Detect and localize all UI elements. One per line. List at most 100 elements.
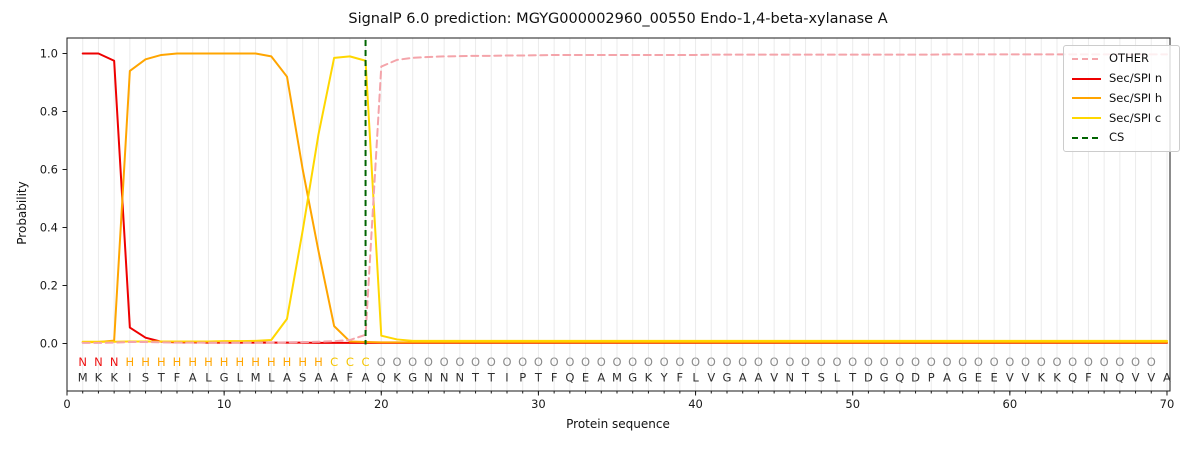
region-letter: O bbox=[1100, 355, 1109, 369]
region-letter: O bbox=[1131, 355, 1140, 369]
residue-letter: K bbox=[1053, 371, 1061, 385]
x-axis-label: Protein sequence bbox=[566, 417, 670, 431]
region-letter: O bbox=[408, 355, 417, 369]
residue-letter: A bbox=[189, 371, 197, 385]
y-tick-label: 0.4 bbox=[40, 221, 58, 235]
region-letter: O bbox=[754, 355, 763, 369]
region-letter: O bbox=[832, 355, 841, 369]
region-letter: O bbox=[675, 355, 684, 369]
series-line-sec-spi-c bbox=[81, 55, 1168, 343]
region-letter: H bbox=[157, 355, 166, 369]
residue-letter: P bbox=[519, 371, 526, 385]
region-letter: O bbox=[628, 355, 637, 369]
residue-letter: V bbox=[1006, 371, 1014, 385]
residue-letter: F bbox=[551, 371, 558, 385]
legend-line-swatch bbox=[1072, 77, 1101, 80]
region-letter: O bbox=[691, 355, 700, 369]
residue-letter: A bbox=[597, 371, 605, 385]
residue-letter: K bbox=[110, 371, 118, 385]
residue-letter: T bbox=[534, 371, 543, 385]
residue-letter: Q bbox=[565, 371, 574, 385]
region-letter: H bbox=[298, 355, 307, 369]
residue-letter: A bbox=[943, 371, 951, 385]
residue-letter: E bbox=[582, 371, 589, 385]
region-letter: O bbox=[660, 355, 669, 369]
region-letter: O bbox=[392, 355, 401, 369]
x-tick-label: 20 bbox=[374, 397, 389, 411]
legend-label: Sec/SPI n bbox=[1109, 70, 1163, 85]
region-letter: O bbox=[911, 355, 920, 369]
region-letter: O bbox=[722, 355, 731, 369]
y-tick-label: 0.6 bbox=[40, 163, 58, 177]
region-letter: O bbox=[1021, 355, 1030, 369]
residue-letter: D bbox=[911, 371, 920, 385]
region-letter: N bbox=[110, 355, 119, 369]
residue-letter: K bbox=[393, 371, 401, 385]
y-tick-label: 0.2 bbox=[40, 279, 58, 293]
region-letter: H bbox=[283, 355, 292, 369]
residue-letter: E bbox=[975, 371, 982, 385]
x-tick-label: 70 bbox=[1160, 397, 1175, 411]
y-tick-label: 1.0 bbox=[40, 47, 58, 61]
residue-letter: N bbox=[1100, 371, 1109, 385]
region-letter: O bbox=[848, 355, 857, 369]
residue-letter: D bbox=[864, 371, 873, 385]
legend-item-cs: CS bbox=[1072, 132, 1179, 144]
residue-letter: V bbox=[770, 371, 778, 385]
residue-letter: T bbox=[848, 371, 857, 385]
residue-letter: N bbox=[424, 371, 433, 385]
residue-letter: M bbox=[251, 371, 261, 385]
residue-letter: Q bbox=[895, 371, 904, 385]
region-letter: O bbox=[738, 355, 747, 369]
residue-letter: A bbox=[314, 371, 322, 385]
region-letter: O bbox=[707, 355, 716, 369]
region-letter: O bbox=[1005, 355, 1014, 369]
region-letter: O bbox=[424, 355, 433, 369]
x-tick-label: 10 bbox=[217, 397, 232, 411]
residue-letter: T bbox=[471, 371, 480, 385]
residue-letter: F bbox=[1085, 371, 1092, 385]
residue-letter: A bbox=[330, 371, 338, 385]
residue-letter: K bbox=[1037, 371, 1045, 385]
residue-letter: I bbox=[505, 371, 508, 385]
residue-letter: F bbox=[677, 371, 684, 385]
residue-letter: M bbox=[612, 371, 622, 385]
region-letter: O bbox=[942, 355, 951, 369]
tick-labels: 0 10 20 30 40 50 60 70 0.0 0.2 0.4 0.6 0.8 1.0 bbox=[40, 47, 1175, 412]
x-tick-label: 50 bbox=[845, 397, 860, 411]
region-letter: N bbox=[78, 355, 87, 369]
region-letter: O bbox=[1084, 355, 1093, 369]
residue-letter: S bbox=[299, 371, 306, 385]
residue-letter: L bbox=[692, 371, 699, 385]
residue-letter: Y bbox=[660, 371, 669, 385]
legend-label: Sec/SPI h bbox=[1109, 90, 1163, 105]
axis-ticks bbox=[62, 53, 1168, 396]
residue-letter: S bbox=[142, 371, 149, 385]
region-letter: O bbox=[612, 355, 621, 369]
legend-label: OTHER bbox=[1109, 51, 1149, 66]
legend-line-swatch bbox=[1072, 57, 1101, 60]
residue-letter: V bbox=[1147, 371, 1155, 385]
residue-letter: A bbox=[739, 371, 747, 385]
region-letter: H bbox=[126, 355, 135, 369]
region-letter: O bbox=[565, 355, 574, 369]
region-letter: O bbox=[644, 355, 653, 369]
region-letter: O bbox=[471, 355, 480, 369]
residue-letter: L bbox=[834, 371, 841, 385]
legend-label: Sec/SPI c bbox=[1109, 110, 1162, 125]
residue-letter: V bbox=[707, 371, 715, 385]
residue-letter: G bbox=[628, 371, 637, 385]
residue-letter: A bbox=[1163, 371, 1171, 385]
region-letter: N bbox=[94, 355, 103, 369]
residue-letter: L bbox=[205, 371, 212, 385]
residue-letter: N bbox=[786, 371, 795, 385]
region-letter: O bbox=[377, 355, 386, 369]
residue-letter: L bbox=[268, 371, 275, 385]
residue-letter: L bbox=[237, 371, 244, 385]
residue-letter: A bbox=[283, 371, 291, 385]
region-letter: O bbox=[927, 355, 936, 369]
x-tick-label: 0 bbox=[63, 397, 70, 411]
